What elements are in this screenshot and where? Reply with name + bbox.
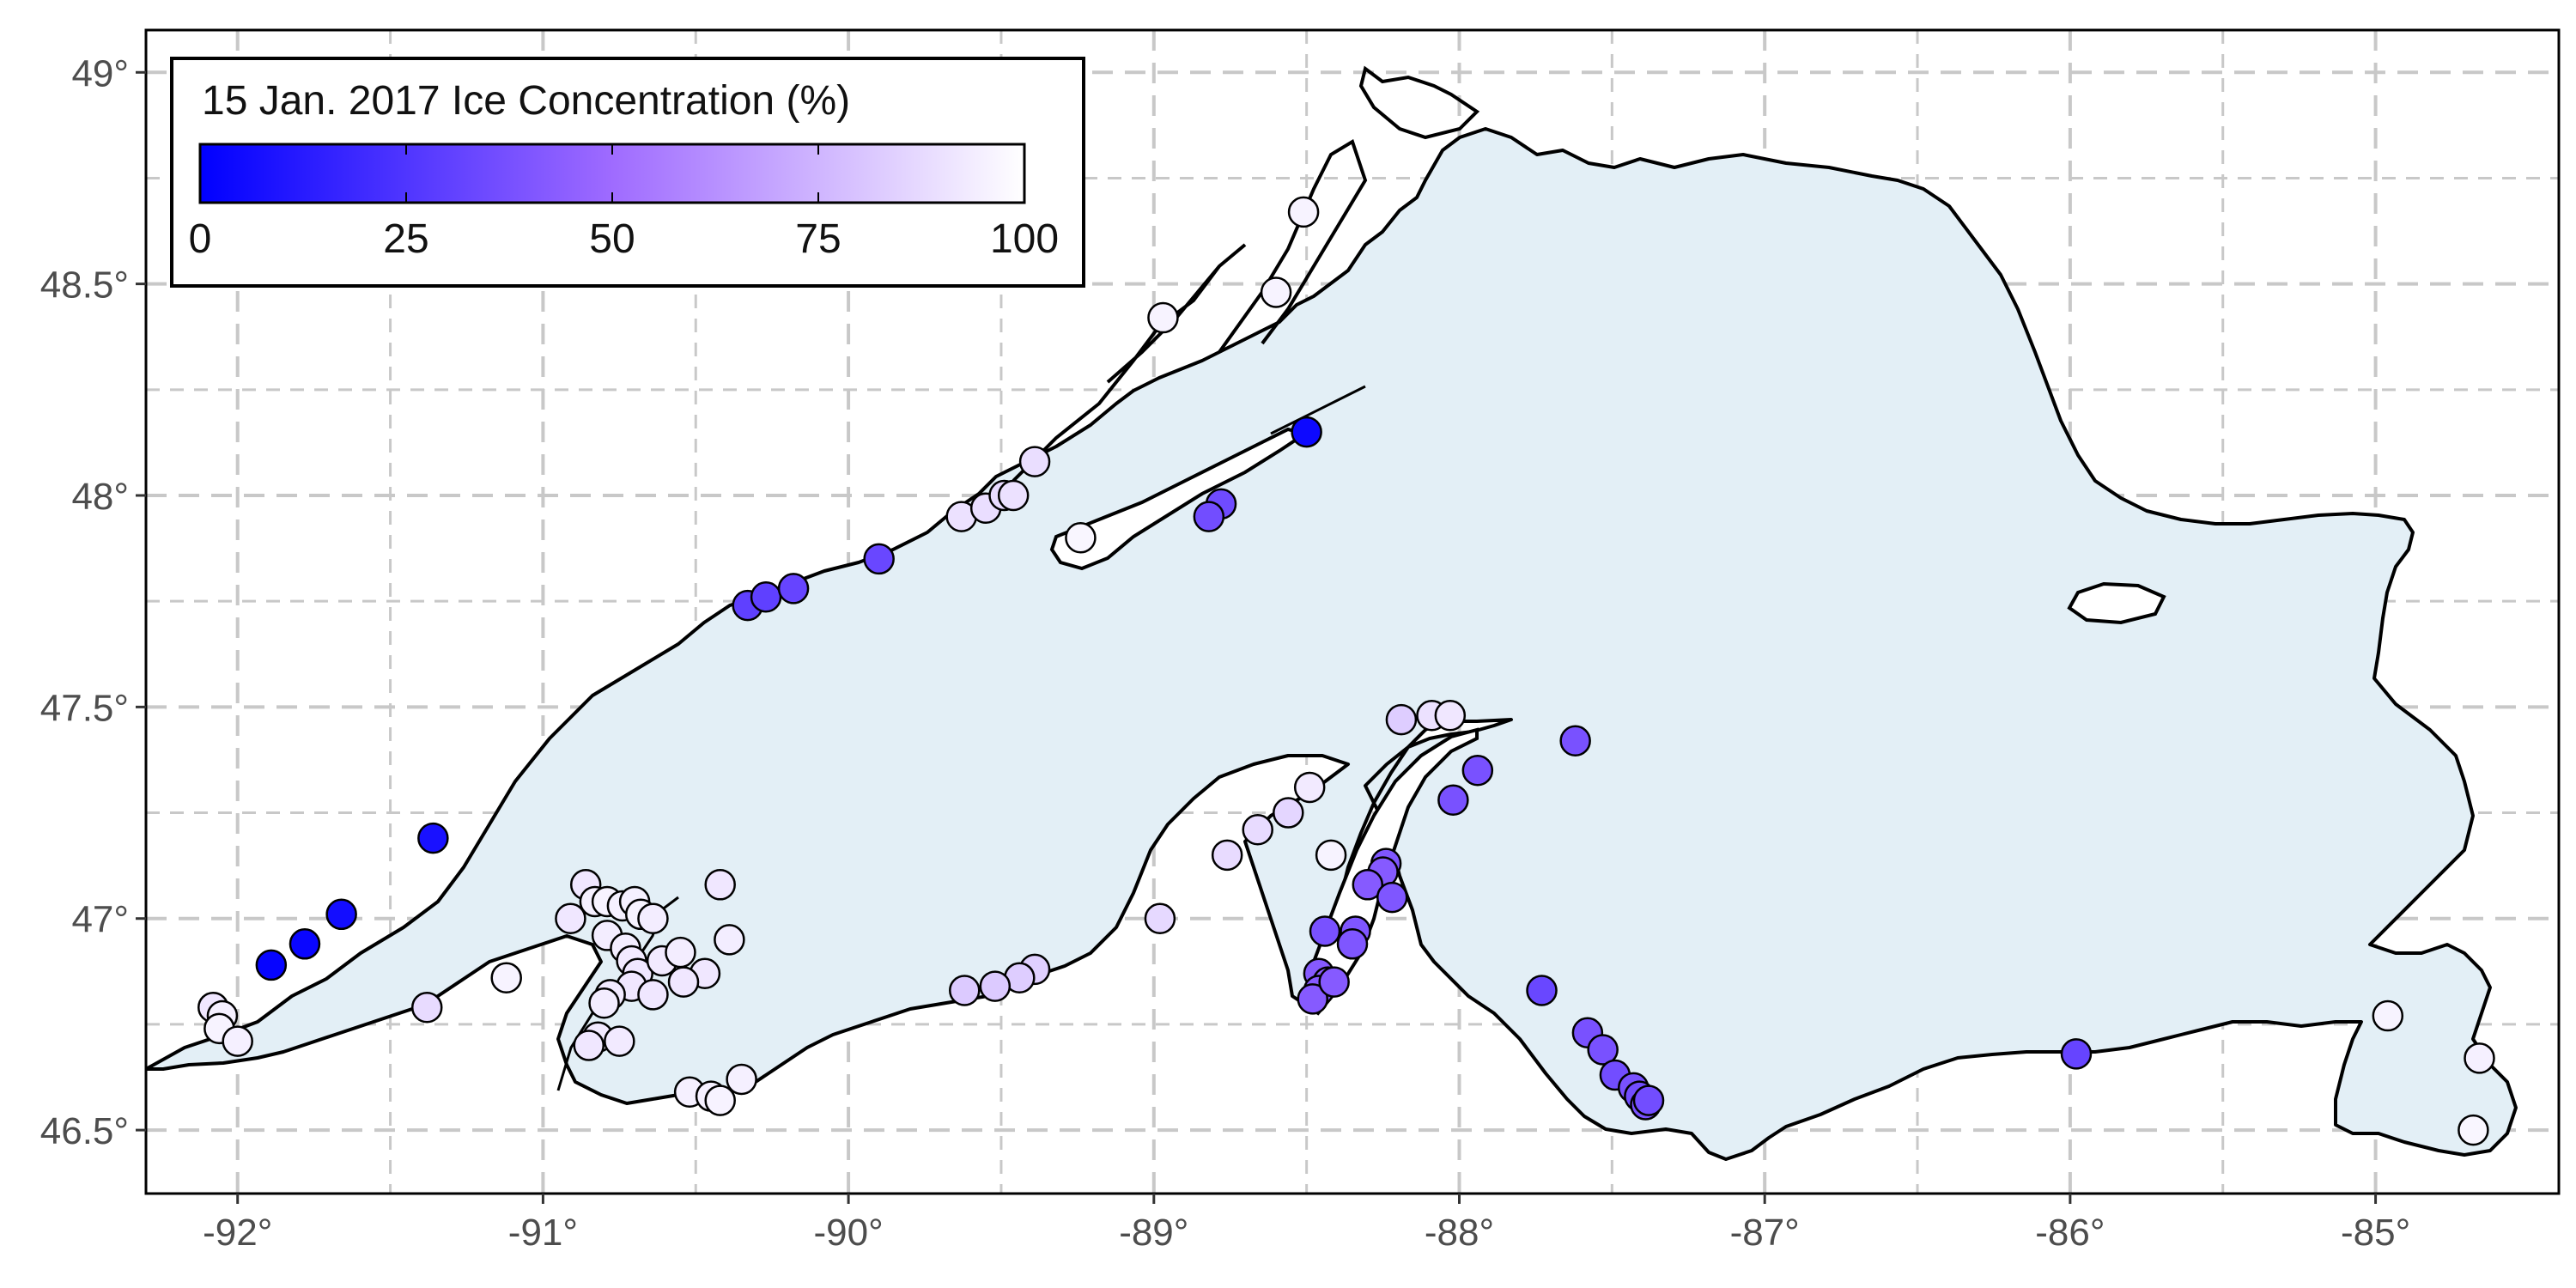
station-point xyxy=(1293,771,1326,804)
station-point xyxy=(1336,928,1369,960)
station-point xyxy=(1297,983,1329,1015)
station-point xyxy=(410,991,443,1024)
y-tick-label: 48° xyxy=(71,476,129,518)
station-point xyxy=(1242,814,1273,846)
station-point xyxy=(490,962,522,993)
black-bay-shoreline xyxy=(1358,65,1480,140)
legend-tick-label: 0 xyxy=(189,216,212,262)
station-point xyxy=(1632,1084,1665,1116)
station-point xyxy=(222,1025,253,1057)
station-point xyxy=(863,543,895,575)
station-point xyxy=(555,902,586,934)
station-point xyxy=(1144,902,1176,934)
station-point xyxy=(714,924,745,956)
y-tick-label: 49° xyxy=(71,52,129,94)
y-tick-label: 47° xyxy=(71,899,129,941)
station-point xyxy=(665,936,696,969)
station-point xyxy=(1287,196,1320,228)
station-point xyxy=(726,1063,757,1096)
station-point xyxy=(1352,869,1384,901)
station-point xyxy=(588,987,620,1019)
station-point xyxy=(704,869,736,901)
station-point xyxy=(1559,725,1591,757)
station-point xyxy=(1273,797,1304,829)
station-point xyxy=(1385,703,1418,736)
station-point xyxy=(255,949,288,981)
y-axis: 46.5° 47° 47.5° 48° 48.5° 49° xyxy=(40,52,146,1152)
station-point xyxy=(1147,301,1179,334)
station-point xyxy=(2458,1114,2489,1146)
x-tick-label: -88° xyxy=(1425,1212,1494,1254)
station-point xyxy=(289,928,321,960)
station-point xyxy=(1461,755,1494,787)
station-point xyxy=(667,966,700,998)
station-point xyxy=(1018,446,1051,477)
station-point xyxy=(1315,839,1347,872)
station-point xyxy=(1260,276,1292,308)
station-point xyxy=(2372,999,2404,1032)
y-tick-label: 48.5° xyxy=(40,264,129,307)
station-point xyxy=(777,573,810,605)
legend-tick-label: 100 xyxy=(990,216,1059,262)
x-tick-label: -92° xyxy=(203,1212,272,1254)
plot-panel-border xyxy=(144,28,2561,1195)
legend-tick-label: 75 xyxy=(795,216,841,262)
isle-royale xyxy=(1049,427,1309,571)
station-point xyxy=(750,581,782,613)
x-tick-label: -87° xyxy=(1730,1212,1800,1254)
station-point xyxy=(637,902,669,934)
station-point xyxy=(1065,522,1097,554)
x-tick-label: -86° xyxy=(2035,1212,2105,1254)
lake-superior xyxy=(146,65,2518,1161)
station-point xyxy=(417,822,449,854)
x-tick-label: -91° xyxy=(508,1212,578,1254)
station-point xyxy=(325,898,357,931)
station-point xyxy=(573,1030,605,1061)
station-point xyxy=(1434,699,1467,732)
legend: 15 Jan. 2017 Ice Concentration (%) 0 25 50… xyxy=(170,57,1085,288)
station-point xyxy=(1291,416,1322,448)
station-point xyxy=(1211,839,1243,872)
station-point xyxy=(2060,1038,2093,1070)
station-point xyxy=(2464,1042,2495,1074)
station-point xyxy=(949,975,981,1006)
isle-royale-tip xyxy=(1270,385,1366,435)
station-point xyxy=(1526,975,1558,1006)
y-tick-label: 46.5° xyxy=(40,1110,129,1152)
legend-tick-label: 25 xyxy=(383,216,428,262)
station-points xyxy=(197,196,2495,1146)
x-tick-label: -89° xyxy=(1119,1212,1188,1254)
station-point xyxy=(979,970,1012,1002)
station-point xyxy=(604,1025,635,1057)
legend-tick-label: 50 xyxy=(589,216,635,262)
station-point xyxy=(997,479,1030,512)
y-tick-label: 47.5° xyxy=(40,687,129,729)
station-point xyxy=(637,979,669,1011)
station-point xyxy=(704,1084,736,1116)
x-axis: -92° -91° -90° -89° -88° -87° -86° -85° xyxy=(203,1194,2410,1254)
station-point xyxy=(1309,915,1341,947)
station-point xyxy=(1193,501,1225,532)
x-tick-label: -85° xyxy=(2341,1212,2410,1254)
michipicoten-island xyxy=(2067,581,2166,625)
station-point xyxy=(1318,966,1350,998)
station-point xyxy=(1376,881,1408,914)
x-tick-label: -90° xyxy=(813,1212,883,1254)
station-point xyxy=(1437,784,1469,817)
nipigon-bay-shoreline xyxy=(1218,139,1368,354)
station-point xyxy=(1587,1034,1619,1066)
legend-ticks: 0 25 50 75 100 xyxy=(189,144,1059,262)
legend-title: 15 Jan. 2017 Ice Concentration (%) xyxy=(202,78,850,124)
